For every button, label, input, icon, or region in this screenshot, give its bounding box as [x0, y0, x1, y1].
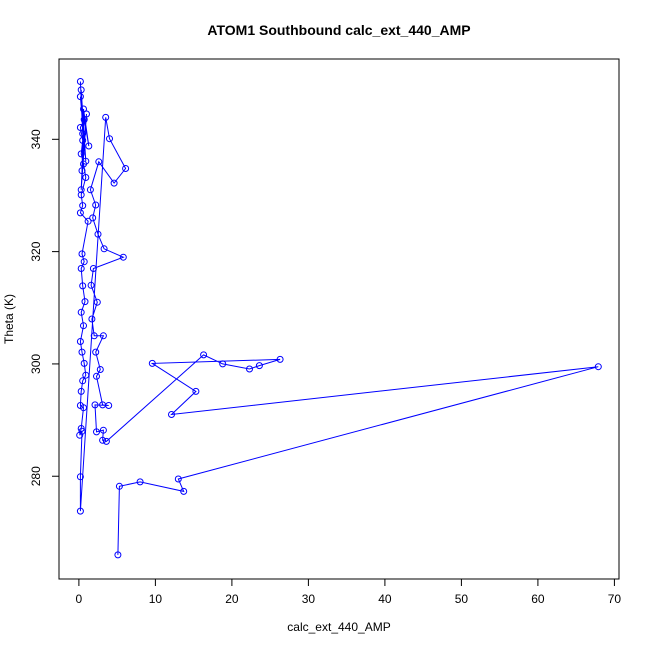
data-point: [78, 348, 86, 356]
data-point: [82, 371, 90, 379]
data-point: [99, 332, 107, 340]
data-point: [99, 426, 107, 434]
data-point: [80, 404, 87, 412]
data-point: [102, 113, 110, 121]
data-point: [148, 359, 156, 367]
y-axis-label: Theta (K): [2, 294, 16, 344]
data-point: [95, 158, 103, 166]
data-point: [85, 142, 93, 150]
y-axis: 280 300 320 340: [29, 129, 60, 486]
data-point: [219, 360, 227, 368]
data-point: [102, 437, 110, 445]
data-point: [77, 425, 85, 432]
data-point: [88, 315, 96, 323]
data-point: [82, 174, 90, 181]
data-point: [80, 105, 87, 113]
data-point: [99, 436, 107, 444]
data-point: [76, 507, 84, 515]
y-tick-label: 300: [29, 354, 43, 374]
x-tick-label: 60: [531, 592, 545, 606]
data-point: [77, 150, 85, 158]
data-point: [77, 191, 85, 199]
data-point: [77, 86, 85, 94]
data-point: [594, 363, 602, 371]
data-point: [94, 230, 102, 238]
x-axis: 0 10 20 30 40 50 60 70: [76, 578, 622, 606]
data-point: [114, 551, 122, 559]
data-point: [119, 253, 127, 261]
data-point: [246, 365, 253, 373]
data-point: [96, 366, 104, 373]
data-point: [80, 160, 87, 168]
data-point: [76, 473, 84, 481]
data-point: [78, 427, 86, 435]
data-point: [115, 482, 123, 490]
data-point: [79, 130, 87, 138]
data-point: [192, 387, 200, 395]
data-point: [93, 298, 101, 306]
data-point: [77, 186, 85, 194]
data-point: [79, 377, 87, 385]
data-point: [79, 136, 87, 144]
x-tick-label: 20: [225, 592, 239, 606]
data-point: [76, 338, 84, 345]
data-point: [255, 362, 263, 370]
data-point: [80, 322, 87, 330]
data-point: [79, 282, 87, 290]
data-point: [79, 202, 87, 210]
data-point: [78, 250, 86, 258]
data-point: [92, 201, 100, 209]
chart-title: ATOM1 Southbound calc_ext_440_AMP: [207, 22, 470, 38]
series-points: [76, 78, 602, 559]
x-tick-label: 40: [378, 592, 392, 606]
x-axis-label: calc_ext_440_AMP: [287, 620, 390, 634]
data-point: [87, 281, 95, 289]
data-point: [89, 214, 97, 222]
x-tick-label: 70: [608, 592, 622, 606]
data-point: [276, 355, 284, 363]
data-point: [100, 245, 108, 253]
data-point: [78, 167, 86, 175]
data-point: [76, 78, 84, 85]
data-point: [76, 431, 84, 439]
data-point: [76, 124, 84, 131]
y-tick-label: 340: [29, 129, 43, 149]
data-point: [84, 217, 92, 225]
data-point: [122, 165, 130, 172]
data-point: [80, 116, 88, 124]
data-point: [80, 359, 88, 367]
data-point: [168, 411, 175, 418]
x-tick-label: 30: [302, 592, 316, 606]
data-point: [77, 265, 85, 272]
y-tick-label: 280: [29, 466, 43, 486]
data-point: [110, 179, 118, 187]
data-point: [80, 258, 88, 266]
data-point: [93, 372, 100, 380]
data-point: [89, 265, 97, 272]
data-point: [76, 209, 84, 217]
x-tick-label: 10: [149, 592, 163, 606]
data-point: [81, 298, 89, 306]
data-point: [174, 475, 182, 483]
data-point: [93, 428, 100, 436]
data-point: [86, 186, 94, 194]
data-point: [180, 487, 188, 495]
data-point: [90, 332, 98, 340]
x-tick-label: 0: [76, 592, 83, 606]
data-point: [200, 351, 208, 359]
data-point: [106, 135, 113, 143]
data-point: [91, 401, 99, 409]
y-tick-label: 320: [29, 241, 43, 261]
data-point: [92, 348, 100, 356]
data-point: [77, 387, 85, 395]
x-tick-label: 50: [455, 592, 469, 606]
data-point: [136, 478, 144, 486]
data-point: [76, 93, 84, 101]
data-point: [105, 402, 113, 409]
data-point: [77, 308, 85, 316]
